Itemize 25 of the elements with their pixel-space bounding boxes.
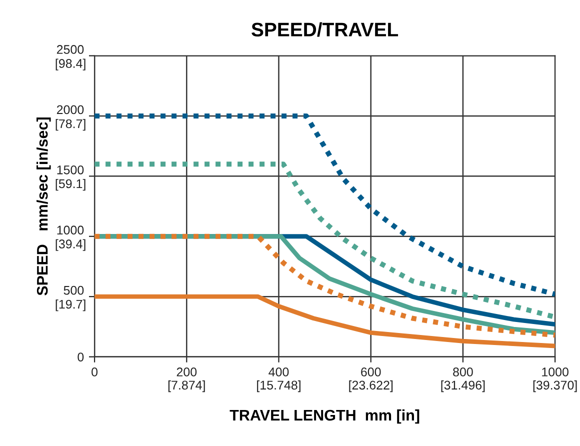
x-tick-label: 200 <box>176 368 197 376</box>
y-tick-label: 1000 <box>57 226 84 235</box>
x2-tick-label: [15.748] <box>257 380 300 392</box>
y2-tick-label: [19.7] <box>56 300 86 312</box>
y-tick-label: 2000 <box>56 105 84 114</box>
x-tick-label: 800 <box>453 368 473 376</box>
x2-tick-label: [31.496] <box>441 380 485 392</box>
y-tick-label: 2500 <box>56 45 84 54</box>
chart-title: SPEED/TRAVEL <box>252 22 398 37</box>
x2-tick-label: [39.370] <box>533 380 577 392</box>
x2-tick-label: [23.622] <box>349 380 393 392</box>
x-tick-label: 0 <box>92 368 98 376</box>
y2-tick-label: [59.1] <box>56 178 86 191</box>
x2-tick-label: [7.874] <box>168 380 205 392</box>
x-axis-title: TRAVEL LENGTH mm [in] <box>230 409 420 424</box>
y-tick-label: 500 <box>64 286 84 295</box>
y-tick-label: 0 <box>78 352 84 362</box>
x-tick-label: 600 <box>361 368 381 376</box>
y2-tick-label: [39.4] <box>56 239 86 251</box>
x-tick-label: 400 <box>268 368 289 376</box>
y2-tick-label: [98.4] <box>56 58 86 70</box>
y-tick-label: 1500 <box>57 165 84 174</box>
y-axis-title: SPEED mm/sec [in/sec] <box>36 118 51 296</box>
y2-tick-label: [78.7] <box>56 118 86 131</box>
x-tick-label: 1000 <box>542 368 568 376</box>
